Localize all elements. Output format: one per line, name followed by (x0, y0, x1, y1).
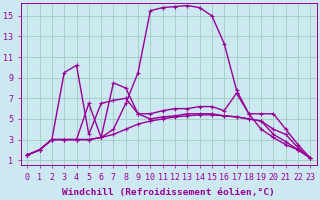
X-axis label: Windchill (Refroidissement éolien,°C): Windchill (Refroidissement éolien,°C) (62, 188, 275, 197)
